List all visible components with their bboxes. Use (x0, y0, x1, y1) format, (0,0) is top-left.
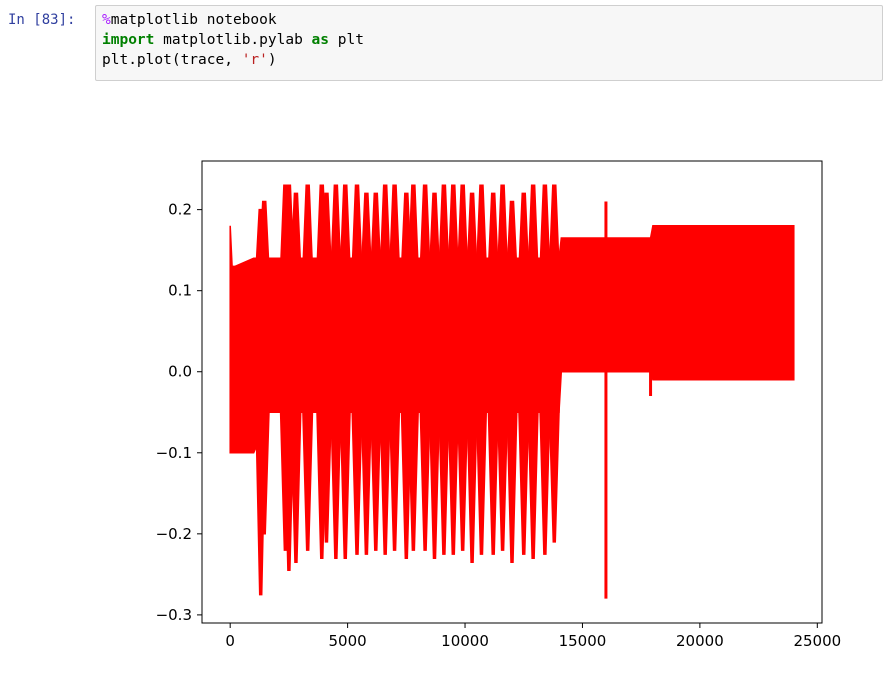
code-line-1: %matplotlib notebook (102, 11, 277, 30)
axes-frame (201, 160, 823, 624)
plot-call-close: ) (267, 52, 277, 68)
cell-prompt: In [83]: (8, 12, 76, 28)
trace-burst (506, 200, 518, 563)
y-tick-label: −0.3 (156, 606, 192, 624)
trace-burst (517, 192, 530, 555)
y-tick-label: −0.1 (156, 444, 192, 462)
trace-burst (360, 192, 373, 555)
trace-burst (407, 184, 420, 551)
trace-burst (456, 184, 469, 551)
trace-burst (548, 184, 561, 543)
trace-burst (301, 184, 314, 551)
y-tick-label: 0.1 (168, 282, 192, 300)
trace-burst (466, 192, 478, 563)
line-chart: 0 5000 10000 15000 20000 25000 −0.3 −0.2 −0.1 0.0… (156, 160, 841, 650)
trace-burst (438, 184, 450, 555)
code-editor[interactable]: %matplotlib notebook import matplotlib.p… (95, 5, 883, 81)
trace-burst (330, 184, 342, 559)
magic-command: matplotlib notebook (110, 12, 277, 28)
y-tick-label: 0.0 (168, 363, 192, 381)
plot-layer (229, 184, 795, 599)
trace-burst (379, 184, 391, 555)
color-string: 'r' (241, 52, 268, 68)
trace-burst (487, 192, 499, 555)
trace-burst (388, 184, 401, 551)
trace-burst (475, 184, 488, 555)
trace-burst (447, 184, 460, 555)
code-line-3: plt.plot(trace, 'r') (102, 51, 277, 70)
axes-layer: 0 5000 10000 15000 20000 25000 −0.3 −0.2 −0.1 0.0… (156, 160, 841, 650)
alias-name: plt (329, 32, 364, 48)
trace-burst (351, 184, 363, 555)
trace-burst (539, 184, 551, 555)
x-tick-label: 15000 (559, 632, 607, 650)
x-tick-label: 5000 (329, 632, 367, 650)
trace-burst (370, 192, 382, 551)
magic-percent: % (102, 12, 111, 28)
trace-burst (339, 184, 352, 559)
trace-burst (258, 200, 270, 535)
y-tick-label: −0.2 (156, 525, 192, 543)
trace-burst (496, 184, 509, 551)
module-name: matplotlib.pylab (154, 32, 312, 48)
x-tick-label: 25000 (793, 632, 841, 650)
trace-burst (527, 184, 539, 559)
x-tick-label: 10000 (441, 632, 489, 650)
trace-burst (428, 192, 441, 559)
y-tick-label: 0.2 (168, 201, 192, 219)
x-tick-label: 0 (225, 632, 235, 650)
trace-burst (290, 192, 302, 563)
trace-burst (419, 184, 431, 551)
notebook-cell: In [83]: %matplotlib notebook import mat… (0, 0, 885, 90)
cell-output: 0 5000 10000 15000 20000 25000 −0.3 −0.2 −0.1 0.0… (0, 90, 885, 683)
plot-call: plt.plot(trace, (102, 52, 242, 68)
keyword-import: import (102, 32, 155, 48)
keyword-as: as (311, 32, 329, 48)
x-tick-label: 20000 (676, 632, 724, 650)
trace-series (229, 184, 795, 599)
code-line-2: import matplotlib.pylab as plt (102, 31, 364, 50)
